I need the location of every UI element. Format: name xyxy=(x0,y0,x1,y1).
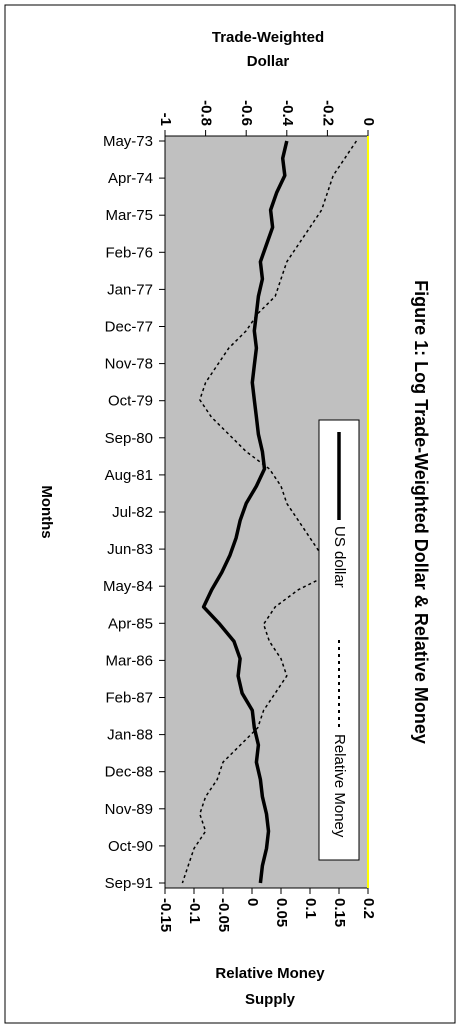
top-tick-label: -0.4 xyxy=(279,100,296,127)
month-tick-label: Dec-88 xyxy=(105,764,153,781)
bottom-tick-label: 0.15 xyxy=(331,898,348,927)
bottom-tick-label: -0.1 xyxy=(186,898,203,924)
month-tick-label: Jan-88 xyxy=(107,727,153,744)
month-tick-label: Mar-86 xyxy=(105,652,153,669)
month-tick-label: May-73 xyxy=(103,133,153,150)
legend: US dollar Relative Money xyxy=(318,419,360,861)
month-tick-label: Apr-85 xyxy=(108,615,153,632)
month-tick-label: Jan-77 xyxy=(107,281,153,298)
bottom-tick-label: 0 xyxy=(244,898,261,906)
month-tick-label: May-84 xyxy=(103,578,153,595)
series-us-dollar-line xyxy=(201,140,289,884)
months-axis-title: Months xyxy=(38,485,55,538)
top-tick-label: 0 xyxy=(360,118,377,126)
bottom-tick-label: -0.05 xyxy=(215,898,232,932)
month-tick-label: Mar-75 xyxy=(105,207,153,224)
month-tick-label: Sep-80 xyxy=(105,430,153,447)
month-tick-label: Apr-74 xyxy=(108,170,153,187)
bottom-tick-label: 0.05 xyxy=(273,898,290,927)
month-tick-label: Jun-83 xyxy=(107,541,153,558)
bottom-axis-title: Supply xyxy=(245,991,296,1008)
month-tick-label: Oct-90 xyxy=(108,838,153,855)
bottom-tick-label: 0.1 xyxy=(302,898,319,919)
month-tick-label: Feb-87 xyxy=(105,690,153,707)
top-tick-label: -0.6 xyxy=(238,100,255,126)
month-tick-label: Aug-81 xyxy=(105,467,153,484)
legend-label-us-dollar: US dollar xyxy=(331,526,348,588)
month-tick-label: Sep-91 xyxy=(105,875,153,892)
top-axis-title: Dollar xyxy=(247,53,290,70)
bottom-tick-label: -0.15 xyxy=(157,898,174,932)
month-tick-label: Oct-79 xyxy=(108,393,153,410)
bottom-axis-title: Relative Money xyxy=(215,965,325,982)
chart-title: Figure 1: Log Trade-Weighted Dollar & Re… xyxy=(411,280,431,744)
top-axis-title: Trade-Weighted xyxy=(212,29,324,46)
chart-root: -1 -0.8 -0.6 -0.4 -0.2 0 Trade-Weighted Dollar -… xyxy=(38,29,431,1008)
month-tick-label: Nov-89 xyxy=(105,801,153,818)
month-tick-label: Jul-82 xyxy=(112,504,153,521)
top-tick-label: -0.8 xyxy=(198,100,215,126)
month-tick-label: Dec-77 xyxy=(105,319,153,336)
bottom-tick-label: 0.2 xyxy=(360,898,377,919)
top-tick-label: -1 xyxy=(157,113,174,126)
top-tick-label: -0.2 xyxy=(319,100,336,126)
month-tick-label: Feb-76 xyxy=(105,244,153,261)
legend-label-relative-money: Relative Money xyxy=(331,734,348,838)
month-tick-label: Nov-78 xyxy=(105,356,153,373)
